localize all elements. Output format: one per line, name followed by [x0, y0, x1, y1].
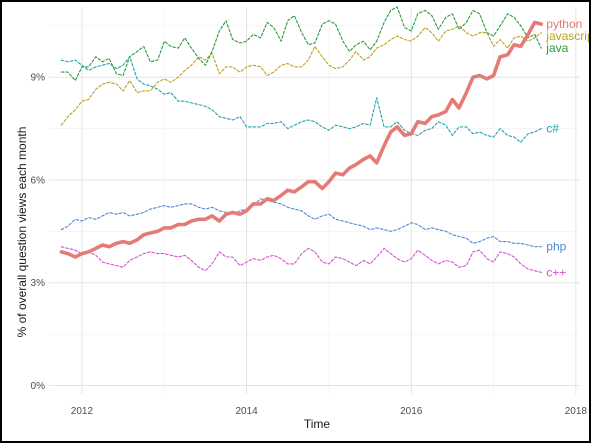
series-labels: pythonjavascriptjava c# php c++	[545, 17, 589, 279]
series-label-c-: c++	[546, 265, 566, 279]
y-tick-label: 0%	[31, 381, 46, 392]
x-tick-label: 2016	[400, 406, 423, 417]
x-tick-label: 2018	[565, 406, 588, 417]
series-lines	[59, 6, 544, 273]
x-tick-label: 2014	[235, 406, 258, 417]
y-tick-label: 9%	[31, 73, 46, 84]
series-line-java	[60, 6, 542, 82]
series-line-c-	[60, 246, 542, 273]
y-axis-title: % of overall question views each month	[15, 127, 29, 338]
series-line-c-	[60, 56, 542, 143]
series-line-php	[60, 198, 542, 248]
series-label-javascript: javascript	[545, 29, 589, 43]
series-line-python	[59, 20, 544, 259]
series-label-java: java	[545, 41, 568, 55]
series-label-c-: c#	[546, 122, 559, 136]
y-tick-label: 3%	[31, 278, 46, 289]
y-tick-labels: 0% 3% 6% 9%	[31, 73, 46, 392]
x-tick-label: 2012	[71, 406, 94, 417]
x-tick-labels: 2012 2014 2016 2018	[71, 406, 588, 417]
series-label-php: php	[546, 240, 566, 254]
grid	[49, 7, 580, 394]
x-axis-title: Time	[304, 417, 331, 431]
series-line-javascript	[60, 25, 542, 126]
y-tick-label: 6%	[31, 175, 46, 186]
series-label-python: python	[546, 17, 582, 31]
